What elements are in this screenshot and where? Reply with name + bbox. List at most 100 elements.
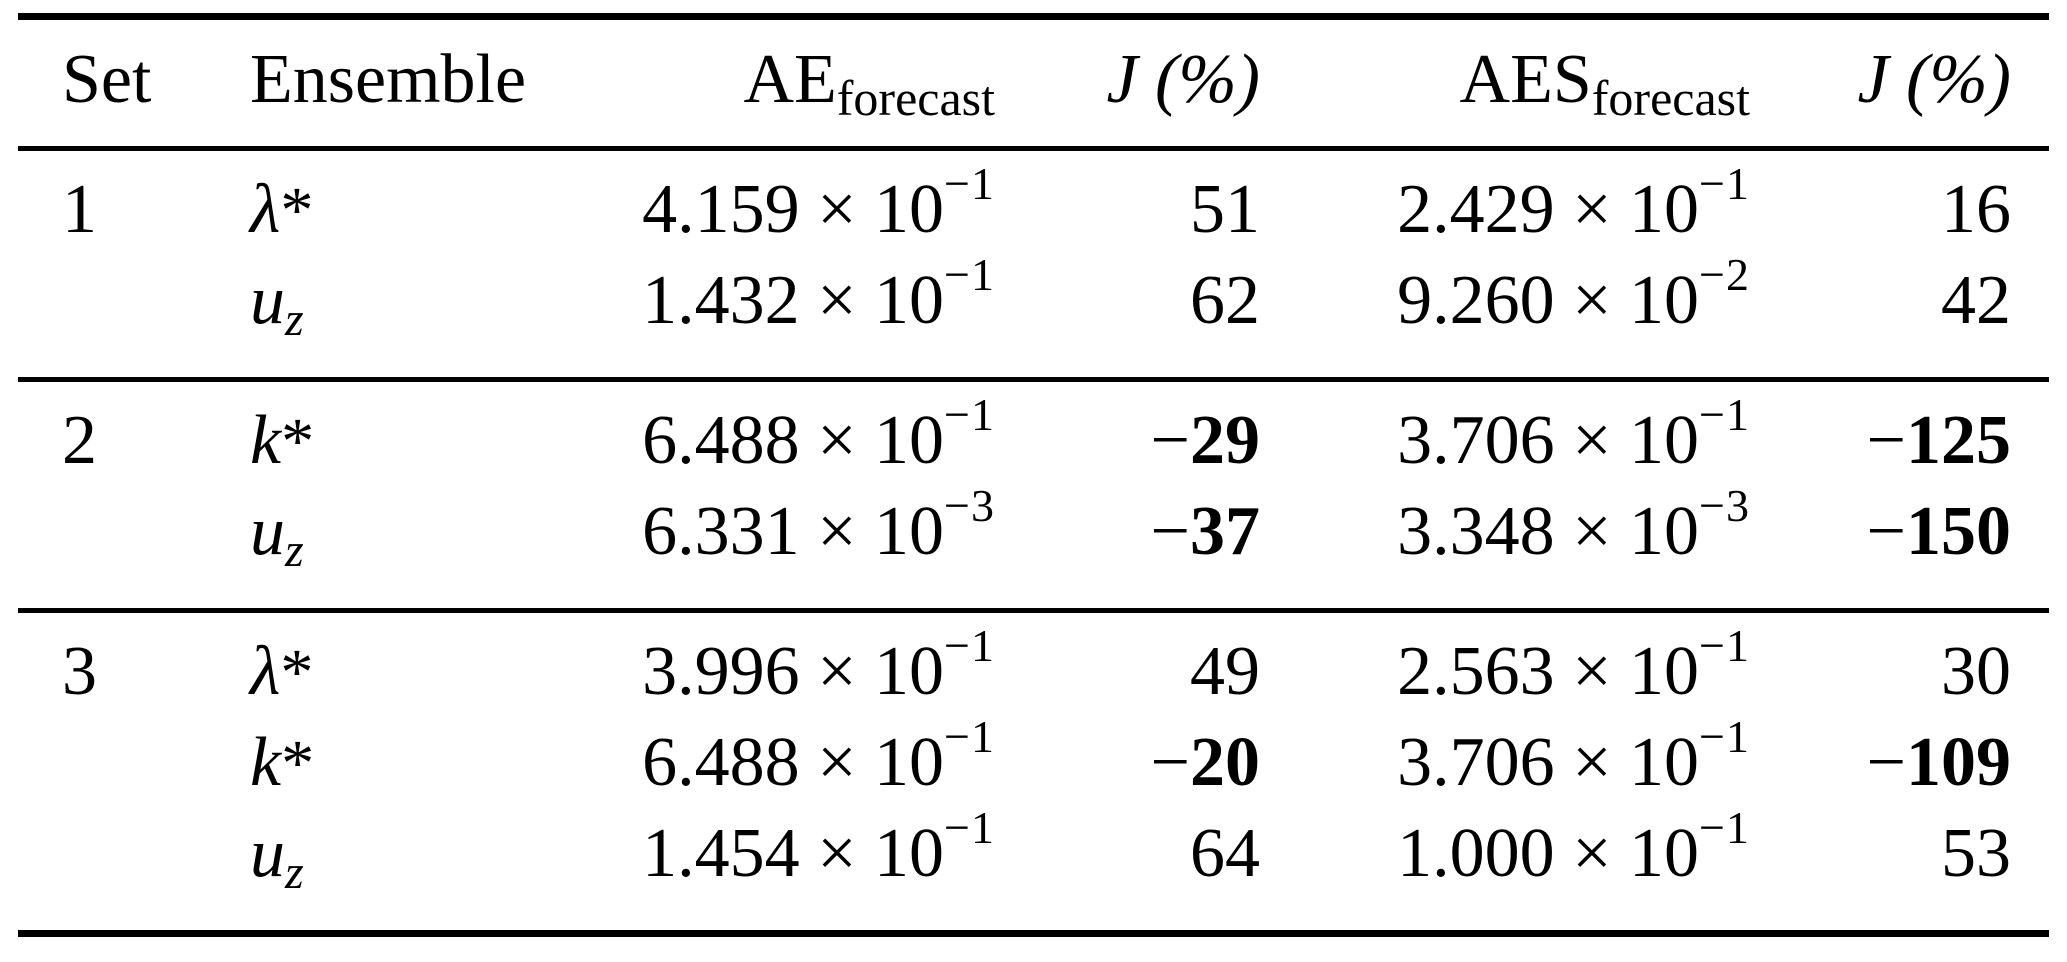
aes-forecast-cell: 3.706 × 10−1: [1260, 714, 1750, 809]
ensemble-cell: k*: [250, 380, 620, 488]
value-base: 6.488 × 10: [642, 724, 945, 801]
ensemble-cell: uz: [250, 256, 620, 380]
table-row: uz 6.331 × 10−3 −37 3.348 × 10−3 −150: [18, 483, 2049, 611]
header-row: Set Ensemble AEforecast J (%) AESforecas…: [18, 17, 2049, 149]
j-value: 49: [1190, 633, 1260, 710]
j-ae-cell: 49: [995, 611, 1260, 719]
value-base: 3.706 × 10: [1397, 402, 1700, 479]
j-aes-cell: 42: [1750, 256, 2049, 380]
set-cell: 3: [62, 633, 97, 710]
j-value: 125: [1906, 402, 2011, 479]
j-aes-cell: −150: [1750, 487, 2049, 611]
value-exponent: −1: [944, 802, 995, 853]
j-aes-cell: 53: [1750, 809, 2049, 934]
j-aes-cell: −125: [1750, 380, 2049, 488]
ensemble-symbol: λ: [250, 171, 281, 248]
table-row: k* 6.488 × 10−1 −20 3.706 × 10−1 −109: [18, 714, 2049, 809]
aes-forecast-cell: 2.563 × 10−1: [1260, 611, 1750, 719]
ensemble-subscript: z: [285, 846, 304, 899]
ensemble-cell: uz: [250, 809, 620, 934]
value-base: 6.331 × 10: [642, 493, 945, 570]
j-value: 42: [1941, 262, 2011, 339]
value-base: 9.260 × 10: [1397, 262, 1700, 339]
results-table-page: Set Ensemble AEforecast J (%) AESforecas…: [0, 13, 2067, 962]
aes-forecast-cell: 9.260 × 10−2: [1260, 252, 1750, 380]
value-base: 1.454 × 10: [642, 815, 945, 892]
table-header: Set Ensemble AEforecast J (%) AESforecas…: [18, 17, 2049, 149]
aes-label: AES: [1459, 41, 1592, 118]
ensemble-symbol: λ: [250, 633, 281, 710]
j-value: 51: [1190, 171, 1260, 248]
ensemble-cell: uz: [250, 487, 620, 611]
set-cell-empty: [18, 809, 250, 934]
column-header-set: Set: [62, 41, 152, 118]
ensemble-superscript: *: [281, 727, 315, 800]
value-exponent: −1: [1699, 711, 1750, 762]
j-aes-cell: −109: [1750, 718, 2049, 809]
column-header-ae-forecast: AEforecast: [620, 17, 995, 149]
ae-forecast-cell: 6.488 × 10−1: [620, 380, 995, 488]
value-base: 3.348 × 10: [1397, 493, 1700, 570]
j-value: 37: [1190, 493, 1260, 570]
value-base: 2.429 × 10: [1397, 171, 1700, 248]
j-sign: −: [1150, 724, 1190, 801]
value-exponent: −2: [1699, 249, 1750, 300]
column-header-ensemble: Ensemble: [250, 41, 527, 118]
set-group-2: 2 k* 6.488 × 10−1 −29 3.706 × 10−1 −125 …: [18, 379, 2049, 611]
ae-label-subscript: forecast: [836, 70, 995, 126]
value-exponent: −3: [944, 480, 995, 531]
j-sign: −: [1150, 402, 1190, 479]
ae-forecast-cell: 6.488 × 10−1: [620, 714, 995, 809]
j-value: 64: [1190, 815, 1260, 892]
set-cell-empty: [18, 718, 250, 809]
value-exponent: −1: [944, 389, 995, 440]
value-exponent: −1: [1699, 620, 1750, 671]
value-base: 6.488 × 10: [642, 402, 945, 479]
j-sign: −: [1866, 724, 1906, 801]
j-value: 150: [1906, 493, 2011, 570]
ensemble-superscript: *: [281, 405, 315, 478]
value-base: 2.563 × 10: [1397, 633, 1700, 710]
aes-forecast-cell: 1.000 × 10−1: [1260, 805, 1750, 934]
j-aes-cell: 30: [1750, 611, 2049, 719]
ae-forecast-cell: 3.996 × 10−1: [620, 611, 995, 719]
value-base: 1.000 × 10: [1397, 815, 1700, 892]
ensemble-symbol: u: [250, 493, 285, 570]
ensemble-subscript: z: [285, 293, 304, 346]
value-exponent: −1: [944, 249, 995, 300]
table-row: uz 1.454 × 10−1 64 1.000 × 10−1 53: [18, 805, 2049, 934]
ae-forecast-cell: 1.454 × 10−1: [620, 805, 995, 934]
table-row: 3 λ* 3.996 × 10−1 49 2.563 × 10−1 30: [18, 611, 2049, 719]
forecast-error-table: Set Ensemble AEforecast J (%) AESforecas…: [18, 13, 2049, 937]
ensemble-superscript: *: [280, 636, 314, 709]
value-base: 1.432 × 10: [642, 262, 945, 339]
value-exponent: −1: [944, 711, 995, 762]
ensemble-cell: λ*: [250, 149, 620, 257]
ae-forecast-cell: 1.432 × 10−1: [620, 252, 995, 380]
ensemble-symbol: u: [250, 815, 285, 892]
j-value: 53: [1941, 815, 2011, 892]
aes-label-subscript: forecast: [1591, 70, 1750, 126]
set-cell: 2: [62, 402, 97, 479]
j-value: 109: [1906, 724, 2011, 801]
ensemble-cell: k*: [250, 718, 620, 809]
value-base: 3.996 × 10: [642, 633, 945, 710]
ensemble-symbol: k: [250, 402, 282, 479]
table-row: uz 1.432 × 10−1 62 9.260 × 10−2 42: [18, 252, 2049, 380]
value-base: 4.159 × 10: [642, 171, 945, 248]
j-value: 29: [1190, 402, 1260, 479]
set-cell-empty: [18, 487, 250, 611]
ae-forecast-cell: 6.331 × 10−3: [620, 483, 995, 611]
column-header-aes-forecast: AESforecast: [1260, 17, 1750, 149]
j-ae-cell: −29: [995, 380, 1260, 488]
ae-forecast-cell: 4.159 × 10−1: [620, 149, 995, 257]
value-base: 3.706 × 10: [1397, 724, 1700, 801]
aes-forecast-cell: 3.348 × 10−3: [1260, 483, 1750, 611]
j-value: 20: [1190, 724, 1260, 801]
value-exponent: −1: [1699, 158, 1750, 209]
table-row: 2 k* 6.488 × 10−1 −29 3.706 × 10−1 −125: [18, 380, 2049, 488]
set-cell-empty: [18, 256, 250, 380]
j-value: 16: [1941, 171, 2011, 248]
j-sign: −: [1150, 493, 1190, 570]
ensemble-cell: λ*: [250, 611, 620, 719]
